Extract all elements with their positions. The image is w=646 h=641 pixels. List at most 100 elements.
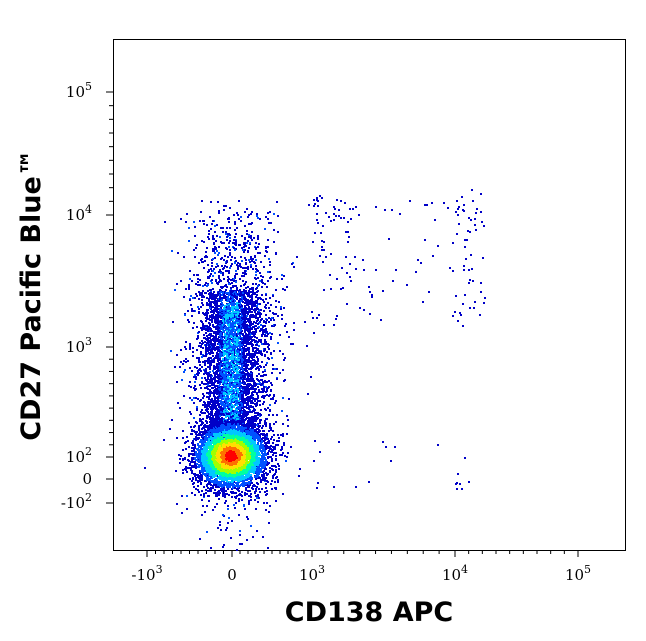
event-dot [272, 312, 274, 314]
event-dot [254, 341, 256, 343]
event-dot [369, 313, 371, 315]
event-dot [415, 271, 417, 273]
event-dot [256, 375, 258, 377]
event-dot [267, 239, 269, 241]
event-dot [392, 280, 394, 282]
event-dot [238, 366, 240, 368]
event-dot [247, 378, 249, 380]
event-dot [285, 323, 287, 325]
event-dot [456, 482, 458, 484]
event-dot [205, 371, 207, 373]
event-dot [264, 325, 266, 327]
event-dot [257, 217, 259, 219]
event-dot [234, 257, 236, 259]
event-dot [220, 361, 222, 363]
event-dot [328, 216, 330, 218]
event-dot [456, 200, 458, 202]
event-dot [238, 514, 240, 516]
event-dot [262, 299, 264, 301]
event-dot [235, 233, 237, 235]
event-dot [238, 301, 240, 303]
event-dot [185, 221, 187, 223]
event-dot [212, 352, 214, 354]
event-dot [217, 360, 219, 362]
event-dot [471, 189, 473, 191]
event-dot [228, 221, 230, 223]
event-dot [213, 361, 215, 363]
event-dot [250, 266, 252, 268]
event-dot [375, 206, 377, 208]
event-dot [189, 343, 191, 345]
event-dot [191, 315, 193, 317]
event-dot [211, 279, 213, 281]
event-dot [247, 518, 249, 520]
event-dot [257, 341, 259, 343]
event-dot [206, 347, 208, 349]
event-dot [259, 316, 261, 318]
event-dot [271, 357, 273, 359]
event-dot [313, 332, 315, 334]
event-dot [452, 242, 454, 244]
event-dot [191, 370, 193, 372]
event-dot [206, 360, 208, 362]
event-dot [203, 267, 205, 269]
event-dot [255, 274, 257, 276]
event-dot [243, 409, 245, 411]
event-dot [257, 383, 259, 385]
event-dot [261, 286, 263, 288]
event-dot [265, 298, 267, 300]
event-dot [207, 384, 209, 386]
event-dot [220, 227, 222, 229]
event-dot [473, 307, 475, 309]
event-dot [247, 343, 249, 345]
event-dot [202, 328, 204, 330]
event-dot [230, 323, 232, 325]
event-dot [257, 395, 259, 397]
event-dot [251, 298, 253, 300]
event-dot [218, 277, 220, 279]
event-dot [262, 325, 264, 327]
event-dot [188, 288, 190, 290]
event-dot [194, 256, 196, 258]
event-dot [282, 288, 284, 290]
event-dot [234, 343, 236, 345]
event-dot [194, 235, 196, 237]
event-dot [225, 247, 227, 249]
event-dot [349, 276, 351, 278]
event-dot [228, 272, 230, 274]
event-dot [263, 397, 265, 399]
event-dot [251, 306, 253, 308]
event-dot [253, 301, 255, 303]
event-dot [258, 391, 260, 393]
event-dot [201, 261, 203, 263]
event-dot [269, 264, 271, 266]
event-dot [189, 367, 191, 369]
event-dot [245, 267, 247, 269]
event-dot [286, 433, 288, 435]
event-dot [214, 372, 216, 374]
event-dot [204, 362, 206, 364]
event-dot [226, 239, 228, 241]
event-dot [242, 376, 244, 378]
event-dot [211, 418, 213, 420]
event-dot [231, 307, 233, 309]
event-dot [227, 256, 229, 258]
event-dot [258, 326, 260, 328]
event-dot [236, 273, 238, 275]
event-dot [229, 240, 231, 242]
event-dot [238, 218, 240, 220]
event-dot [270, 276, 272, 278]
event-dot [312, 317, 314, 319]
event-dot [261, 281, 263, 283]
event-dot [222, 350, 224, 352]
event-dot [241, 275, 243, 277]
event-dot [215, 279, 217, 281]
event-dot [228, 329, 230, 331]
event-dot [464, 246, 466, 248]
event-dot [229, 249, 231, 251]
event-dot [380, 319, 382, 321]
event-dot [251, 394, 253, 396]
event-dot [228, 283, 230, 285]
event-dot [257, 414, 259, 416]
event-dot [235, 293, 237, 295]
